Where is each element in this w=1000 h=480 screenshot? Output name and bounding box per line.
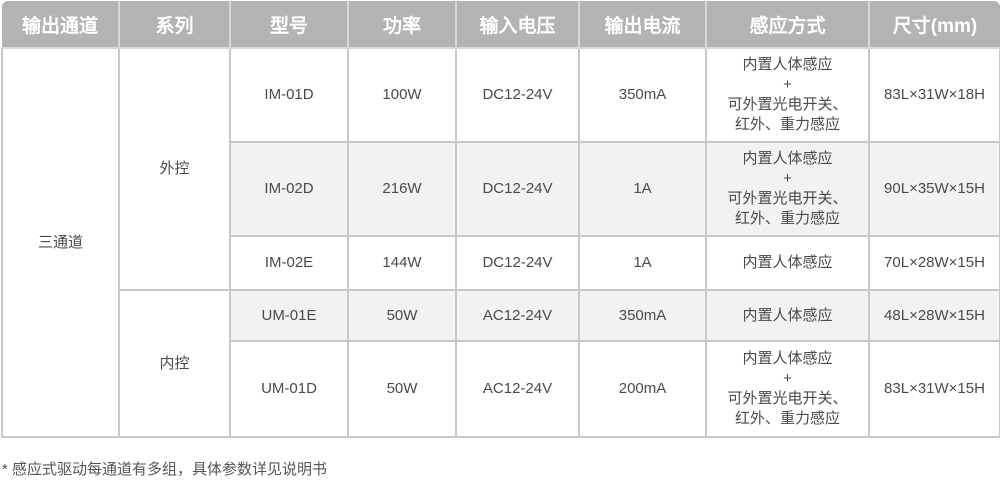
header-model: 型号 [229, 1, 349, 49]
sensing-cell: 内置人体感应 + 可外置光电开关、 红外、重力感应 [705, 141, 870, 237]
model-cell: IM-01D [229, 47, 349, 143]
header-row: 输出通道 系列 型号 功率 输入电压 输出电流 感应方式 尺寸(mm) [2, 1, 1000, 49]
size-cell: 48L×28W×15H [868, 289, 1000, 342]
input-cell: DC12-24V [455, 141, 580, 237]
sensing-cell: 内置人体感应 [705, 289, 870, 342]
spec-table: 输出通道 系列 型号 功率 输入电压 输出电流 感应方式 尺寸(mm) 三通道 … [1, 1, 1000, 438]
size-cell: 70L×28W×15H [868, 235, 1000, 291]
size-cell: 83L×31W×18H [868, 47, 1000, 143]
model-cell: UM-01E [229, 289, 349, 342]
table-row: 内控 UM-01E 50W AC12-24V 350mA 内置人体感应 48L×… [2, 289, 1000, 438]
header-channel: 输出通道 [2, 1, 120, 49]
footnote: * 感应式驱动每通道有多组，具体参数详见说明书 [2, 461, 328, 478]
output-cell: 350mA [578, 289, 707, 342]
model-cell: IM-02D [229, 141, 349, 237]
output-cell: 350mA [578, 47, 707, 143]
header-series: 系列 [118, 1, 231, 49]
channel-cell: 三通道 [1, 47, 120, 438]
sensing-cell: 内置人体感应 [705, 235, 870, 291]
output-cell: 200mA [578, 340, 707, 438]
table-row: 三通道 外控 IM-01D 100W DC12-24V 350mA 内置人体感应… [1, 47, 1000, 438]
input-cell: AC12-24V [455, 289, 580, 342]
size-cell: 83L×31W×15H [868, 340, 1000, 438]
power-cell: 50W [347, 340, 457, 438]
table-row: IM-02D 216W DC12-24V 1A 内置人体感应 + 可外置光电开关… [2, 141, 1000, 237]
size-cell: 90L×35W×15H [868, 141, 1000, 237]
header-input-voltage: 输入电压 [455, 1, 580, 49]
header-sensing: 感应方式 [705, 1, 870, 49]
table-row: UM-01D 50W AC12-24V 200mA 内置人体感应 + 可外置光电… [2, 340, 1000, 438]
power-cell: 100W [347, 47, 457, 143]
power-cell: 216W [347, 141, 457, 237]
table-row: IM-02E 144W DC12-24V 1A 内置人体感应 70L×28W×1… [2, 235, 1000, 291]
model-cell: UM-01D [229, 340, 349, 438]
model-cell: IM-02E [229, 235, 349, 291]
series-cell: 外控 [118, 47, 231, 291]
power-cell: 50W [347, 289, 457, 342]
output-cell: 1A [578, 141, 707, 237]
input-cell: DC12-24V [455, 47, 580, 143]
header-power: 功率 [347, 1, 457, 49]
header-output-current: 输出电流 [578, 1, 707, 49]
output-cell: 1A [578, 235, 707, 291]
sensing-cell: 内置人体感应 + 可外置光电开关、 红外、重力感应 [705, 47, 870, 143]
power-cell: 144W [347, 235, 457, 291]
header-size: 尺寸(mm) [868, 1, 1000, 49]
series-cell: 内控 [118, 289, 231, 438]
input-cell: DC12-24V [455, 235, 580, 291]
input-cell: AC12-24V [455, 340, 580, 438]
sensing-cell: 内置人体感应 + 可外置光电开关、 红外、重力感应 [705, 340, 870, 438]
